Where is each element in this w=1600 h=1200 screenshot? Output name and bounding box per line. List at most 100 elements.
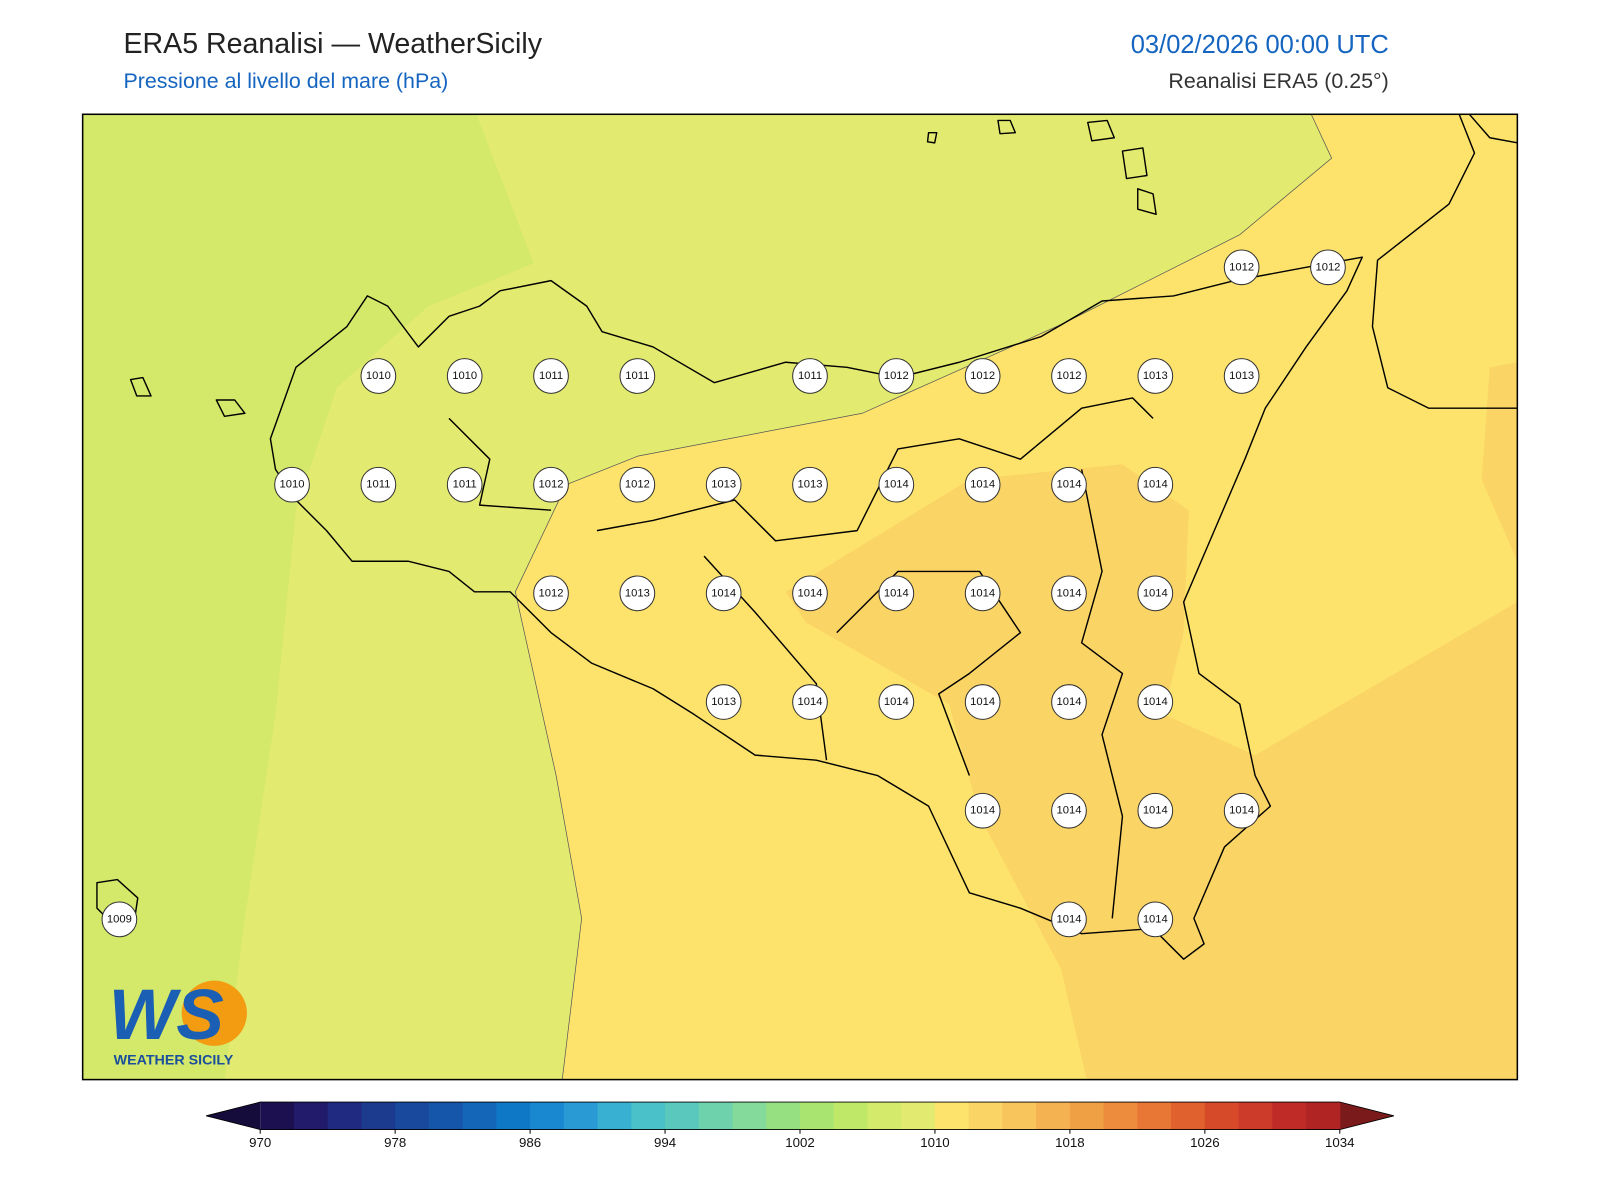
station-value: 1014 (1143, 479, 1168, 491)
station-marker (1223, 358, 1260, 394)
colorbar-bin (631, 1102, 666, 1130)
coastline (1371, 114, 1518, 409)
station-value: 1013 (798, 479, 823, 491)
colorbar-bin (698, 1102, 734, 1130)
station-marker (101, 901, 138, 938)
isobar (514, 114, 1333, 1080)
station-marker (964, 358, 1001, 394)
province-border (448, 397, 1154, 919)
colorbar-bin (766, 1102, 801, 1130)
station-marker (1310, 249, 1346, 286)
station-value: 1013 (625, 587, 650, 599)
colorbar-bin (597, 1102, 632, 1130)
colorbar-bin (530, 1102, 565, 1130)
colorbar-bin (1171, 1102, 1206, 1130)
colorbar-bin (361, 1102, 396, 1130)
colorbar-bin (293, 1102, 329, 1130)
station-marker (619, 575, 656, 612)
station-marker (705, 684, 742, 720)
colorbar-bin (428, 1102, 464, 1130)
station-value: 1013 (1229, 370, 1254, 382)
station-marker (964, 466, 1001, 503)
station-marker (705, 575, 742, 612)
station-value: 1013 (711, 479, 736, 491)
colorbar-bin (867, 1102, 902, 1130)
station-value: 1014 (1229, 805, 1254, 817)
colorbar-bin (800, 1102, 835, 1130)
station-value: 1012 (1315, 261, 1340, 273)
station-marker (1223, 249, 1260, 286)
station-marker (1051, 684, 1087, 720)
map-field (82, 114, 1518, 1080)
colorbar-bin (1137, 1102, 1172, 1130)
station-value: 1014 (1056, 587, 1081, 599)
station-marker (792, 466, 828, 503)
station-marker (878, 466, 915, 503)
datetime: 03/02/2026 00:00 UTC (1131, 31, 1389, 59)
station-value: 1012 (539, 479, 564, 491)
station-marker (1051, 358, 1087, 394)
logo-sun (181, 980, 247, 1046)
station-value: 1012 (884, 370, 909, 382)
station-marker (792, 358, 828, 394)
station-marker (964, 575, 1001, 612)
station-marker (705, 466, 742, 503)
station-value: 1010 (280, 479, 305, 491)
subtitle: Pressione al livello del mare (hPa) (123, 69, 448, 93)
station-marker (1137, 792, 1174, 829)
station-marker (878, 684, 915, 720)
station-marker (446, 466, 483, 503)
colorbar: 970 978 986 994 1002 1010 1018 1026 1034 (206, 1101, 1394, 1150)
station-value: 1009 (107, 913, 132, 925)
station-marker (1051, 466, 1087, 503)
station-marker (274, 466, 310, 503)
colorbar-bin (327, 1102, 362, 1130)
colorbar-tick-label: 986 (519, 1135, 541, 1150)
colorbar-bin (1002, 1102, 1037, 1130)
colorbar-bin (395, 1102, 430, 1130)
station-value: 1014 (1143, 587, 1168, 599)
station-marker (360, 358, 397, 394)
colorbar-bin (833, 1102, 868, 1130)
colorbar-tick-label: 1026 (1190, 1135, 1219, 1150)
source: Reanalisi ERA5 (0.25°) (1168, 69, 1388, 93)
station-value: 1011 (625, 370, 649, 382)
station-value: 1014 (884, 479, 909, 491)
station-value: 1014 (970, 479, 995, 491)
field-zone (82, 114, 534, 1080)
station-marker (1137, 358, 1174, 394)
station-marker (533, 575, 569, 612)
colorbar-bin (1103, 1102, 1138, 1130)
logo-text: WS (109, 975, 224, 1055)
logo: WS WEATHER SICILY (109, 975, 247, 1068)
colorbar-tick-label: 1018 (1055, 1135, 1084, 1150)
stations: 1012 1012 1010 1010 1011 1011 1011 1012 1012 1012… (101, 249, 1346, 938)
station-marker (1137, 575, 1174, 612)
field-zone (785, 464, 1518, 1080)
coastline (269, 256, 1363, 960)
colorbar-bin (1204, 1102, 1240, 1130)
station-value: 1012 (625, 479, 650, 491)
station-marker (1051, 901, 1087, 938)
colorbar-over (1339, 1102, 1394, 1130)
colorbar-bin (260, 1102, 295, 1130)
station-value: 1014 (798, 696, 823, 708)
station-value: 1010 (452, 370, 477, 382)
colorbar-bin (901, 1102, 936, 1130)
station-value: 1012 (539, 587, 564, 599)
station-value: 1014 (970, 805, 995, 817)
map-frame (81, 113, 1519, 1081)
station-value: 1014 (1056, 805, 1081, 817)
colorbar-tick-label: 970 (249, 1135, 271, 1150)
station-marker (1223, 792, 1260, 829)
station-marker (446, 358, 483, 394)
station-value: 1014 (884, 587, 909, 599)
station-marker (964, 792, 1001, 829)
station-value: 1012 (1229, 261, 1254, 273)
station-value: 1014 (1056, 696, 1081, 708)
station-value: 1014 (798, 587, 823, 599)
colorbar-bin (1272, 1102, 1307, 1130)
station-value: 1014 (1143, 913, 1168, 925)
station-value: 1011 (539, 370, 563, 382)
colorbar-bin (665, 1102, 700, 1130)
